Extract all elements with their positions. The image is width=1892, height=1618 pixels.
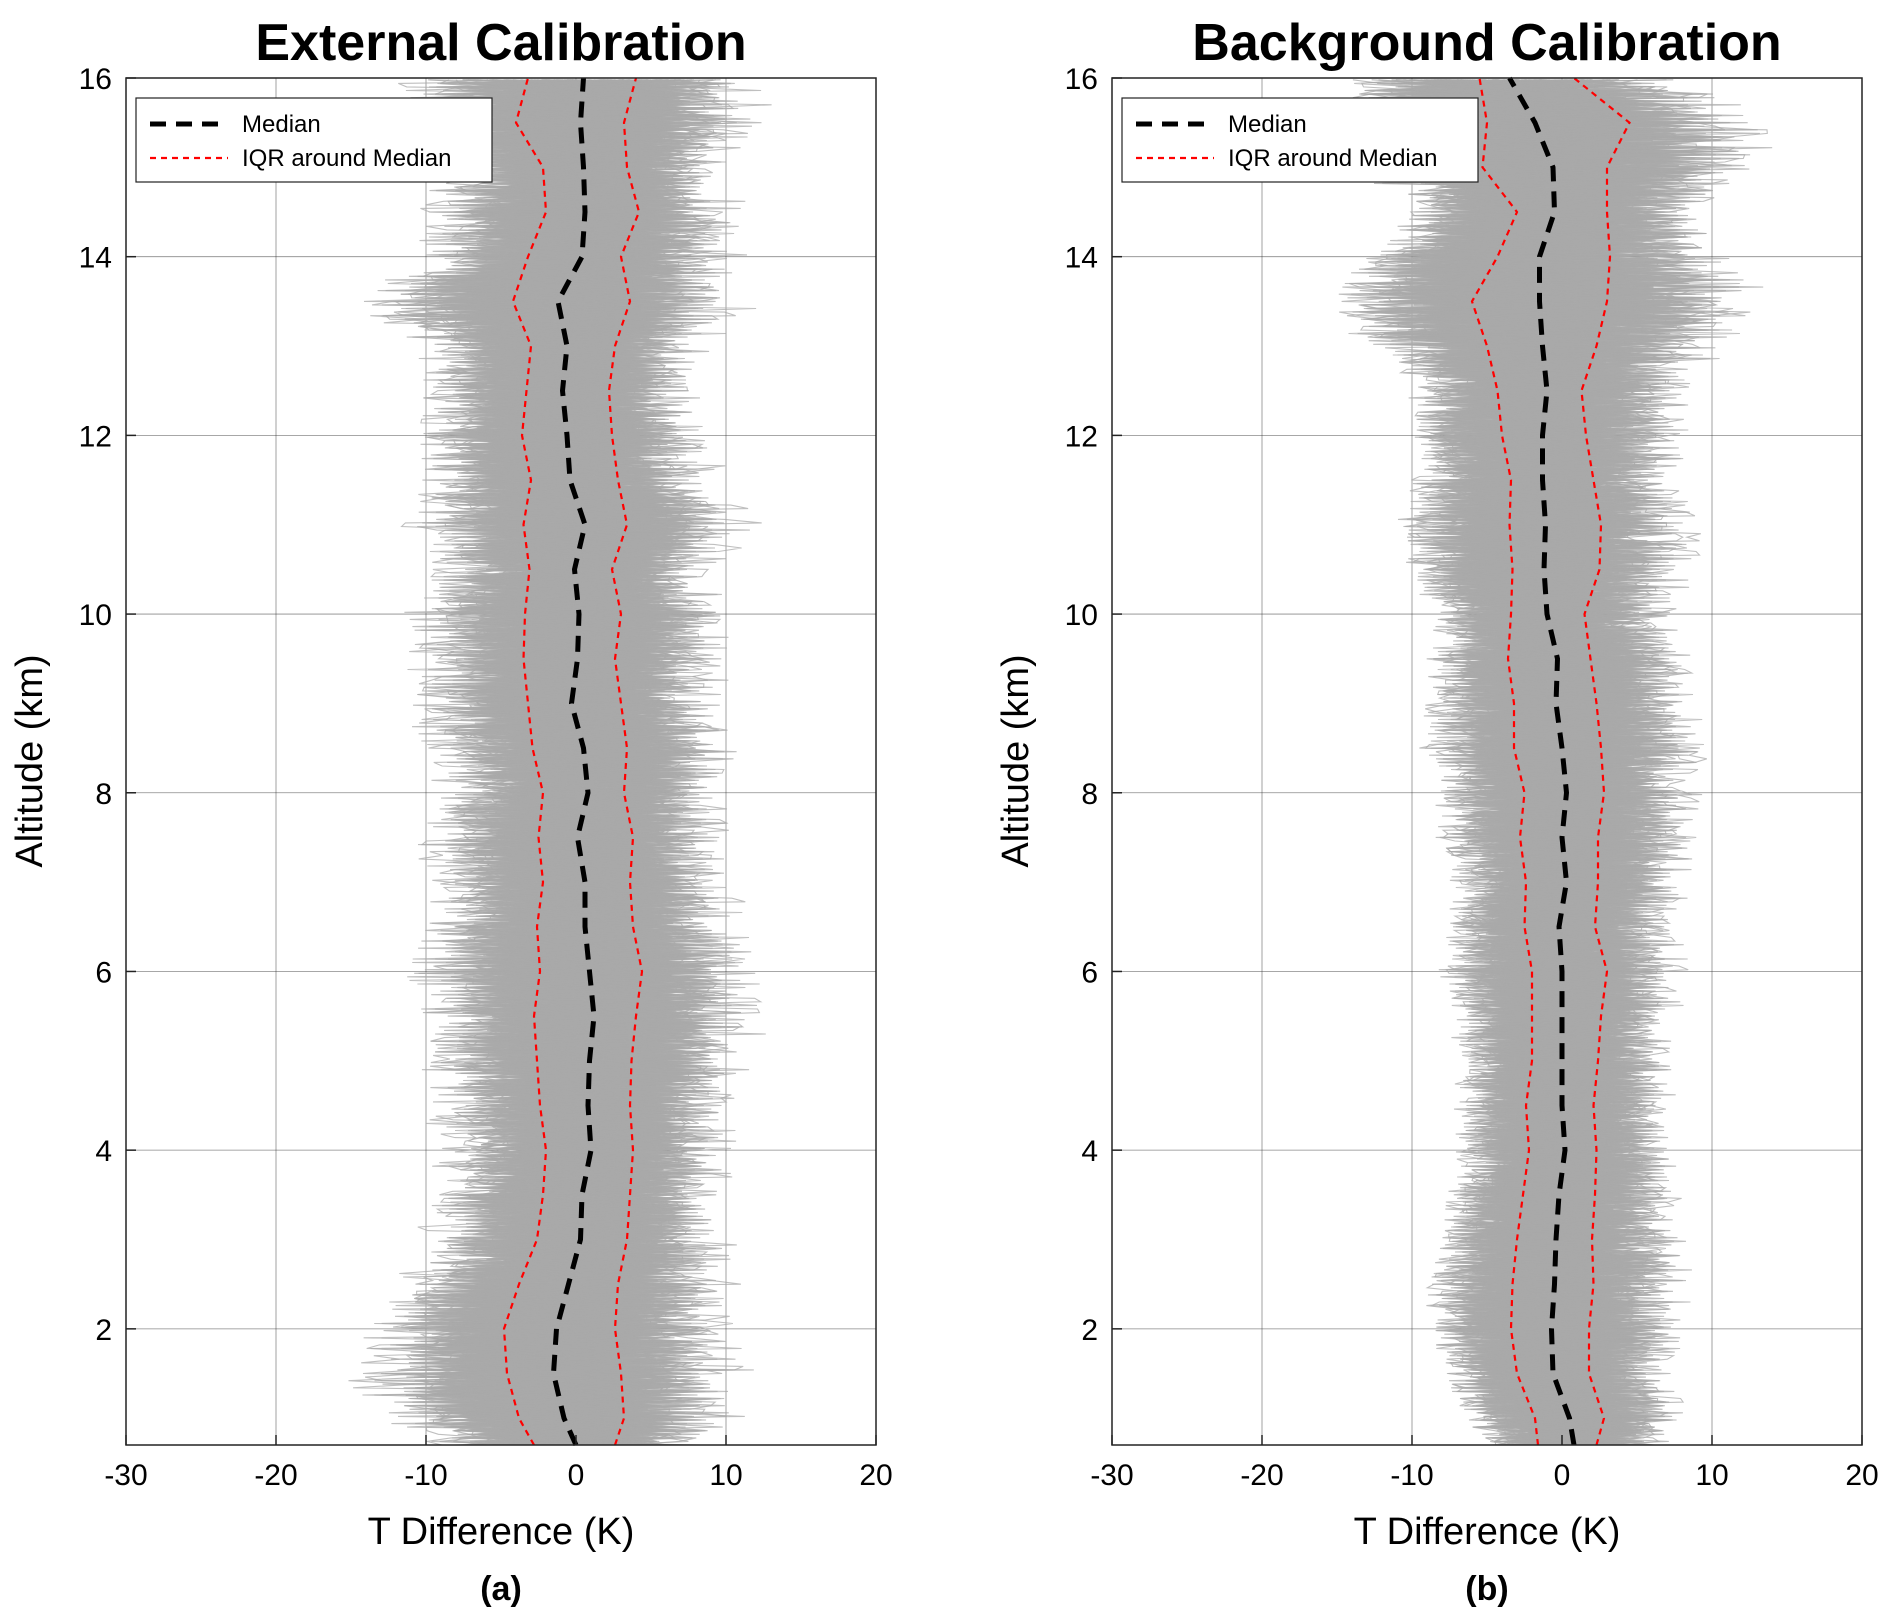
- plot-frame: [1111, 77, 1863, 1446]
- x-tick-label: -20: [1240, 1459, 1283, 1492]
- y-axis-label: Altitude (km): [995, 654, 1037, 867]
- axis-ticks: -30 -20 -10 0 10 20 2 4 6 8 10 12 14 16: [79, 63, 893, 1492]
- x-tick-label: 0: [568, 1459, 585, 1492]
- chart-panel-b: -30 -20 -10 0 10 20 2 4 6 8 10 12 14 16 Median IQR aro…: [995, 14, 1879, 1608]
- individual-profile-line: [441, 79, 681, 1446]
- iqr-line-lower: [502, 77, 548, 1446]
- axis-ticks: -30 -20 -10 0 10 20 2 4 6 8 10 12 14 16: [1065, 63, 1879, 1492]
- panel-label: (b): [1465, 1570, 1508, 1608]
- x-tick-label: 10: [709, 1459, 742, 1492]
- individual-profile-line: [394, 79, 667, 1446]
- y-tick-label: 14: [1065, 242, 1098, 275]
- individual-profile-line: [1377, 79, 1683, 1446]
- x-axis-label: T Difference (K): [368, 1511, 635, 1553]
- legend-label-iqr: IQR around Median: [1228, 145, 1437, 172]
- x-tick-label: -30: [104, 1459, 147, 1492]
- individual-profile-line: [1370, 79, 1675, 1446]
- plot-frame: [125, 77, 877, 1446]
- individual-profile-line: [1432, 79, 1705, 1446]
- x-tick-label: -20: [254, 1459, 297, 1492]
- panel-label: (a): [480, 1570, 522, 1608]
- y-axis-label: Altitude (km): [9, 654, 51, 867]
- y-tick-label: 16: [1065, 63, 1098, 96]
- y-tick-label: 2: [1081, 1314, 1098, 1347]
- y-tick-label: 14: [79, 242, 112, 275]
- y-tick-label: 4: [1081, 1135, 1098, 1168]
- legend-label-iqr: IQR around Median: [242, 145, 451, 172]
- legend-label-median: Median: [1228, 111, 1307, 138]
- x-tick-label: 0: [1554, 1459, 1571, 1492]
- legend-label-median: Median: [242, 111, 321, 138]
- individual-profile-line: [459, 79, 603, 1446]
- chart-title: External Calibration: [255, 14, 746, 72]
- legend: Median IQR around Median: [135, 97, 493, 183]
- x-tick-label: 20: [1845, 1459, 1878, 1492]
- individual-profiles: [1319, 79, 1773, 1446]
- x-tick-label: 20: [859, 1459, 892, 1492]
- x-axis-label: T Difference (K): [1354, 1511, 1621, 1553]
- y-tick-label: 6: [1081, 956, 1098, 989]
- y-tick-label: 2: [95, 1314, 112, 1347]
- legend: Median IQR around Median: [1121, 97, 1479, 183]
- series-lines: [502, 77, 644, 1447]
- y-tick-label: 6: [95, 956, 112, 989]
- chart-panel-a: -30 -20 -10 0 10 20 2 4 6 8 10 12 14 16 Median IQR aro…: [9, 14, 893, 1608]
- iqr-line-lower: [1470, 77, 1540, 1446]
- y-tick-label: 16: [79, 63, 112, 96]
- y-tick-label: 8: [1081, 778, 1098, 811]
- individual-profiles: [348, 79, 772, 1446]
- y-tick-label: 12: [79, 420, 112, 453]
- y-tick-label: 10: [1065, 599, 1098, 632]
- legend-box: [1121, 97, 1479, 183]
- legend-box: [135, 97, 493, 183]
- x-tick-label: 10: [1695, 1459, 1728, 1492]
- y-tick-label: 12: [1065, 420, 1098, 453]
- y-tick-label: 8: [95, 778, 112, 811]
- x-tick-label: -30: [1090, 1459, 1133, 1492]
- chart-title: Background Calibration: [1192, 14, 1781, 72]
- x-tick-label: -10: [1390, 1459, 1433, 1492]
- series-lines: [1470, 76, 1631, 1446]
- x-tick-label: -10: [404, 1459, 447, 1492]
- median-line: [1507, 76, 1577, 1446]
- y-tick-label: 10: [79, 599, 112, 632]
- y-tick-label: 4: [95, 1135, 112, 1168]
- median-line: [550, 77, 597, 1447]
